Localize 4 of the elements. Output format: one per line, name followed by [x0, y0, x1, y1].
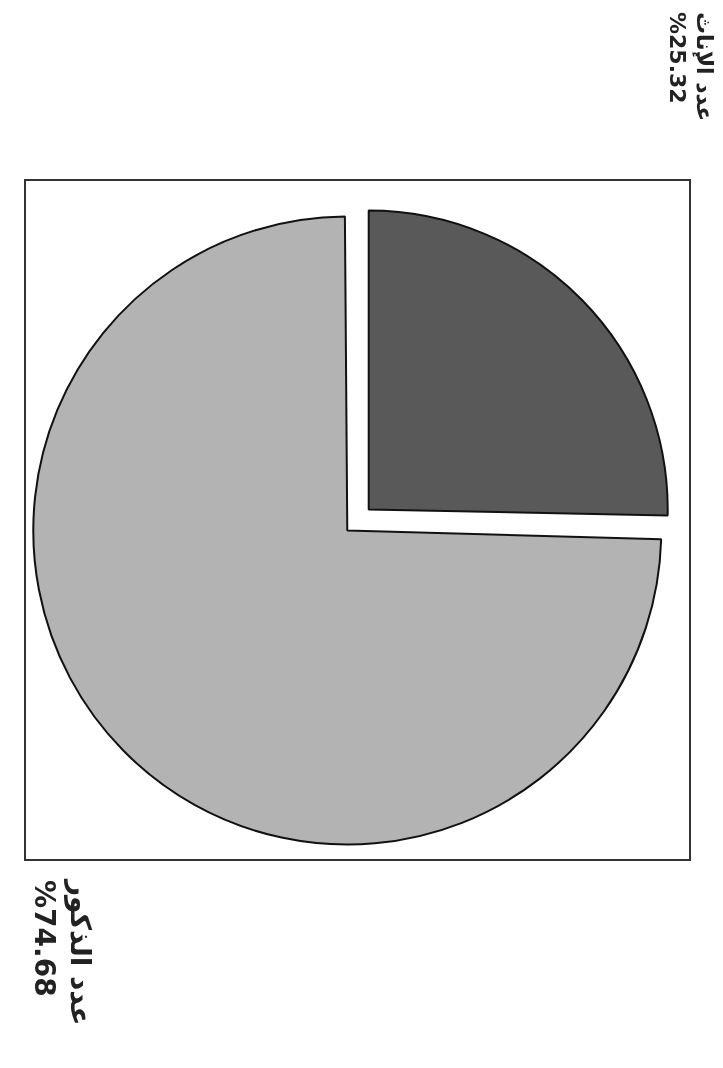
data-label: %74.68 [27, 880, 61, 997]
data-label: %25.32 [665, 12, 691, 104]
slice-label: عدد الذكور [63, 878, 97, 1026]
slice-label: عدد الإناث [692, 12, 718, 122]
